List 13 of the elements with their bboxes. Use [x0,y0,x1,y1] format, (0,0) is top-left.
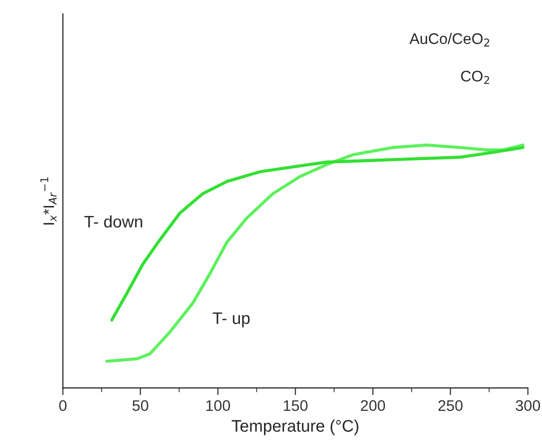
x-axis-title: Temperature (°C) [232,420,358,436]
x-tick-label: 300 [516,400,540,411]
text: AuCo/CeO$_{2}$ [409,32,490,46]
x-tick-label: 0 [59,400,67,411]
series-label: T- down [84,215,142,228]
y-axis-title: I$_{x}$*I$_{Ar}$$^{−1}$ [40,177,57,224]
x-tick-label: 100 [206,400,230,411]
x-tick-label: 250 [438,400,463,411]
series-label: T- up [212,312,250,328]
x-tick-label: 50 [132,400,148,411]
x-tick-label: 200 [360,400,386,411]
x-tick-label: 150 [284,400,308,411]
text: CO$_{2}$ [461,70,490,84]
